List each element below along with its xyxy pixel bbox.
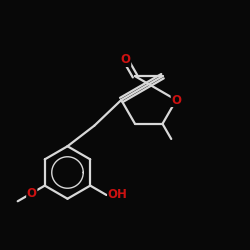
Text: O: O <box>171 94 181 106</box>
Text: OH: OH <box>108 188 128 202</box>
Text: O: O <box>121 54 130 66</box>
Text: O: O <box>27 186 37 200</box>
